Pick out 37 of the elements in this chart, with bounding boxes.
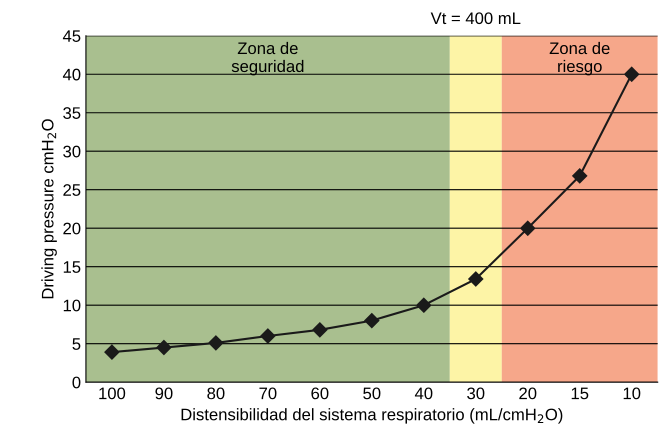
y-axis-title: Driving pressure cmH$_{2}$O	[41, 119, 57, 298]
point	[364, 313, 380, 328]
band-label: Zona de riesgo	[550, 42, 610, 76]
x-tick-label: 100	[99, 387, 126, 400]
x-tick-label: 70	[259, 387, 276, 400]
x-tick-label: 40	[414, 387, 432, 400]
band-label: Zona de seguridad	[232, 42, 304, 76]
point	[416, 298, 432, 313]
point	[208, 335, 224, 350]
x-tick-label: 80	[207, 387, 224, 400]
y-tick-label: 5	[72, 338, 80, 350]
x-tick-label: 90	[155, 387, 173, 400]
y-tick-label: 45	[62, 30, 80, 42]
x-tick-label: 50	[363, 387, 380, 400]
y-tick-label: 25	[63, 184, 80, 196]
point	[312, 322, 328, 338]
y-tick-label: 30	[63, 146, 80, 158]
point	[624, 66, 640, 82]
y-tick-label: 0	[72, 376, 80, 388]
point	[104, 344, 120, 360]
y-tick-label: 40	[62, 68, 80, 80]
point	[468, 271, 484, 287]
y-tick-label: 20	[63, 222, 80, 234]
y-tick-label: 35	[63, 107, 80, 119]
x-tick-label: 10	[624, 387, 640, 400]
x-tick-label: 30	[467, 387, 484, 400]
x-tick-label: 20	[519, 387, 536, 400]
annotation: Vt = 400 mL	[430, 12, 520, 24]
y-tick-label: 15	[64, 261, 80, 273]
point	[572, 168, 588, 184]
point	[260, 328, 276, 344]
y-tick-label: 10	[64, 300, 80, 312]
x-tick-label: 15	[572, 388, 588, 400]
point	[156, 340, 172, 356]
x-axis-title: Distensibilidad del sistema respiratorio (mL/cmH$_{2}$O)	[182, 408, 562, 424]
point	[520, 220, 536, 236]
x-tick-label: 60	[311, 387, 328, 400]
